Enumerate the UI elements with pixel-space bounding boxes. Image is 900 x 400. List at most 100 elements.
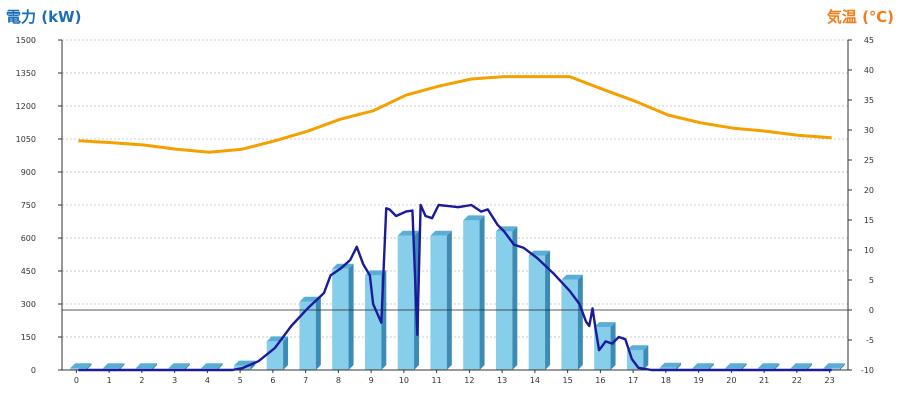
bar-side (86, 363, 92, 370)
x-tick-label: 9 (369, 376, 374, 385)
bar (430, 230, 452, 370)
bar-front (299, 301, 316, 370)
bar-side (283, 336, 289, 370)
bar-side (479, 215, 485, 370)
bar-side (152, 363, 158, 370)
right-tick-label: 40 (864, 66, 874, 75)
left-tick-label: 1500 (16, 36, 36, 45)
bar-side (676, 362, 682, 370)
bar (495, 226, 518, 370)
x-tick-label: 0 (74, 376, 79, 385)
right-tick-label: 35 (864, 96, 874, 105)
left-tick-label: 150 (21, 333, 36, 342)
x-tick-label: 22 (792, 376, 802, 385)
bar-side (807, 363, 813, 370)
bar-front (332, 268, 349, 370)
x-tick-label: 14 (530, 376, 540, 385)
bar-top (626, 345, 649, 351)
x-tick-label: 6 (270, 376, 275, 385)
bar-front (364, 275, 382, 370)
right-tick-label: 15 (864, 216, 874, 225)
bar-side (643, 345, 649, 370)
x-tick-label: 15 (563, 376, 573, 385)
x-tick-label: 17 (628, 376, 638, 385)
bar-top (430, 230, 452, 236)
left-tick-label: 1050 (16, 135, 36, 144)
x-tick-label: 13 (497, 376, 507, 385)
bar-top (725, 363, 747, 369)
x-tick-label: 19 (694, 376, 704, 385)
bar-side (217, 363, 223, 370)
bar-front (495, 231, 513, 370)
left-axis-title: 電力 (kW) (6, 8, 82, 26)
x-tick-label: 5 (238, 376, 243, 385)
x-tick-label: 18 (661, 376, 671, 385)
bar-side (446, 230, 452, 370)
bar-front (266, 341, 284, 370)
bar-top (70, 363, 92, 369)
left-tick-label: 1350 (16, 69, 36, 78)
power-line (78, 203, 832, 372)
x-tick-label: 7 (303, 376, 308, 385)
bar-top (594, 322, 616, 328)
right-tick-label: 20 (864, 186, 874, 195)
bar-front (430, 235, 447, 370)
x-tick-label: 3 (172, 376, 177, 385)
left-tick-label: 0 (31, 366, 36, 375)
right-tick-label: 30 (864, 126, 874, 135)
bar-side (610, 322, 616, 370)
bar (299, 296, 321, 370)
left-tick-label: 300 (21, 300, 36, 309)
bar-front (397, 235, 415, 370)
left-tick-label: 750 (21, 201, 36, 210)
bar-top (692, 363, 714, 369)
right-tick-label: 25 (864, 156, 874, 165)
bar-side (577, 274, 583, 370)
bar-top (823, 363, 845, 369)
x-tick-label: 12 (464, 376, 474, 385)
x-tick-label: 20 (726, 376, 736, 385)
left-tick-label: 450 (21, 267, 36, 276)
bar (463, 215, 485, 370)
left-tick-label: 900 (21, 168, 36, 177)
right-tick-label: -10 (861, 366, 874, 375)
x-tick-label: 16 (595, 376, 605, 385)
bar-top (201, 363, 223, 369)
bar (561, 274, 583, 370)
bar-top (102, 363, 125, 369)
bar-top (168, 363, 190, 369)
bar-top (463, 215, 485, 221)
x-tick-label: 4 (205, 376, 210, 385)
bar-front (561, 279, 578, 370)
x-tick-label: 10 (399, 376, 409, 385)
bar-side (708, 363, 714, 370)
bar (332, 263, 354, 370)
bar-top (790, 363, 813, 369)
bar-side (348, 263, 354, 370)
bar-side (315, 296, 321, 370)
bar-top (659, 362, 682, 368)
right-tick-label: 10 (864, 246, 874, 255)
x-tick-label: 21 (759, 376, 769, 385)
bar (594, 322, 616, 370)
left-tick-label: 600 (21, 234, 36, 243)
right-tick-label: -5 (866, 336, 874, 345)
bar-top (135, 363, 158, 369)
bar-side (184, 363, 190, 370)
x-tick-label: 23 (825, 376, 835, 385)
right-tick-label: 0 (869, 306, 874, 315)
bar-front (594, 327, 611, 370)
bar-front (528, 255, 546, 370)
right-tick-label: 5 (869, 276, 874, 285)
bar-top (757, 363, 780, 369)
right-tick-label: 45 (864, 36, 874, 45)
temperature-line (78, 75, 832, 154)
bar-front (463, 220, 480, 370)
x-tick-label: 1 (107, 376, 112, 385)
left-tick-label: 1200 (16, 102, 36, 111)
x-tick-label: 8 (336, 376, 341, 385)
bar-side (741, 363, 747, 370)
x-tick-label: 11 (432, 376, 442, 385)
x-tick-label: 2 (139, 376, 144, 385)
